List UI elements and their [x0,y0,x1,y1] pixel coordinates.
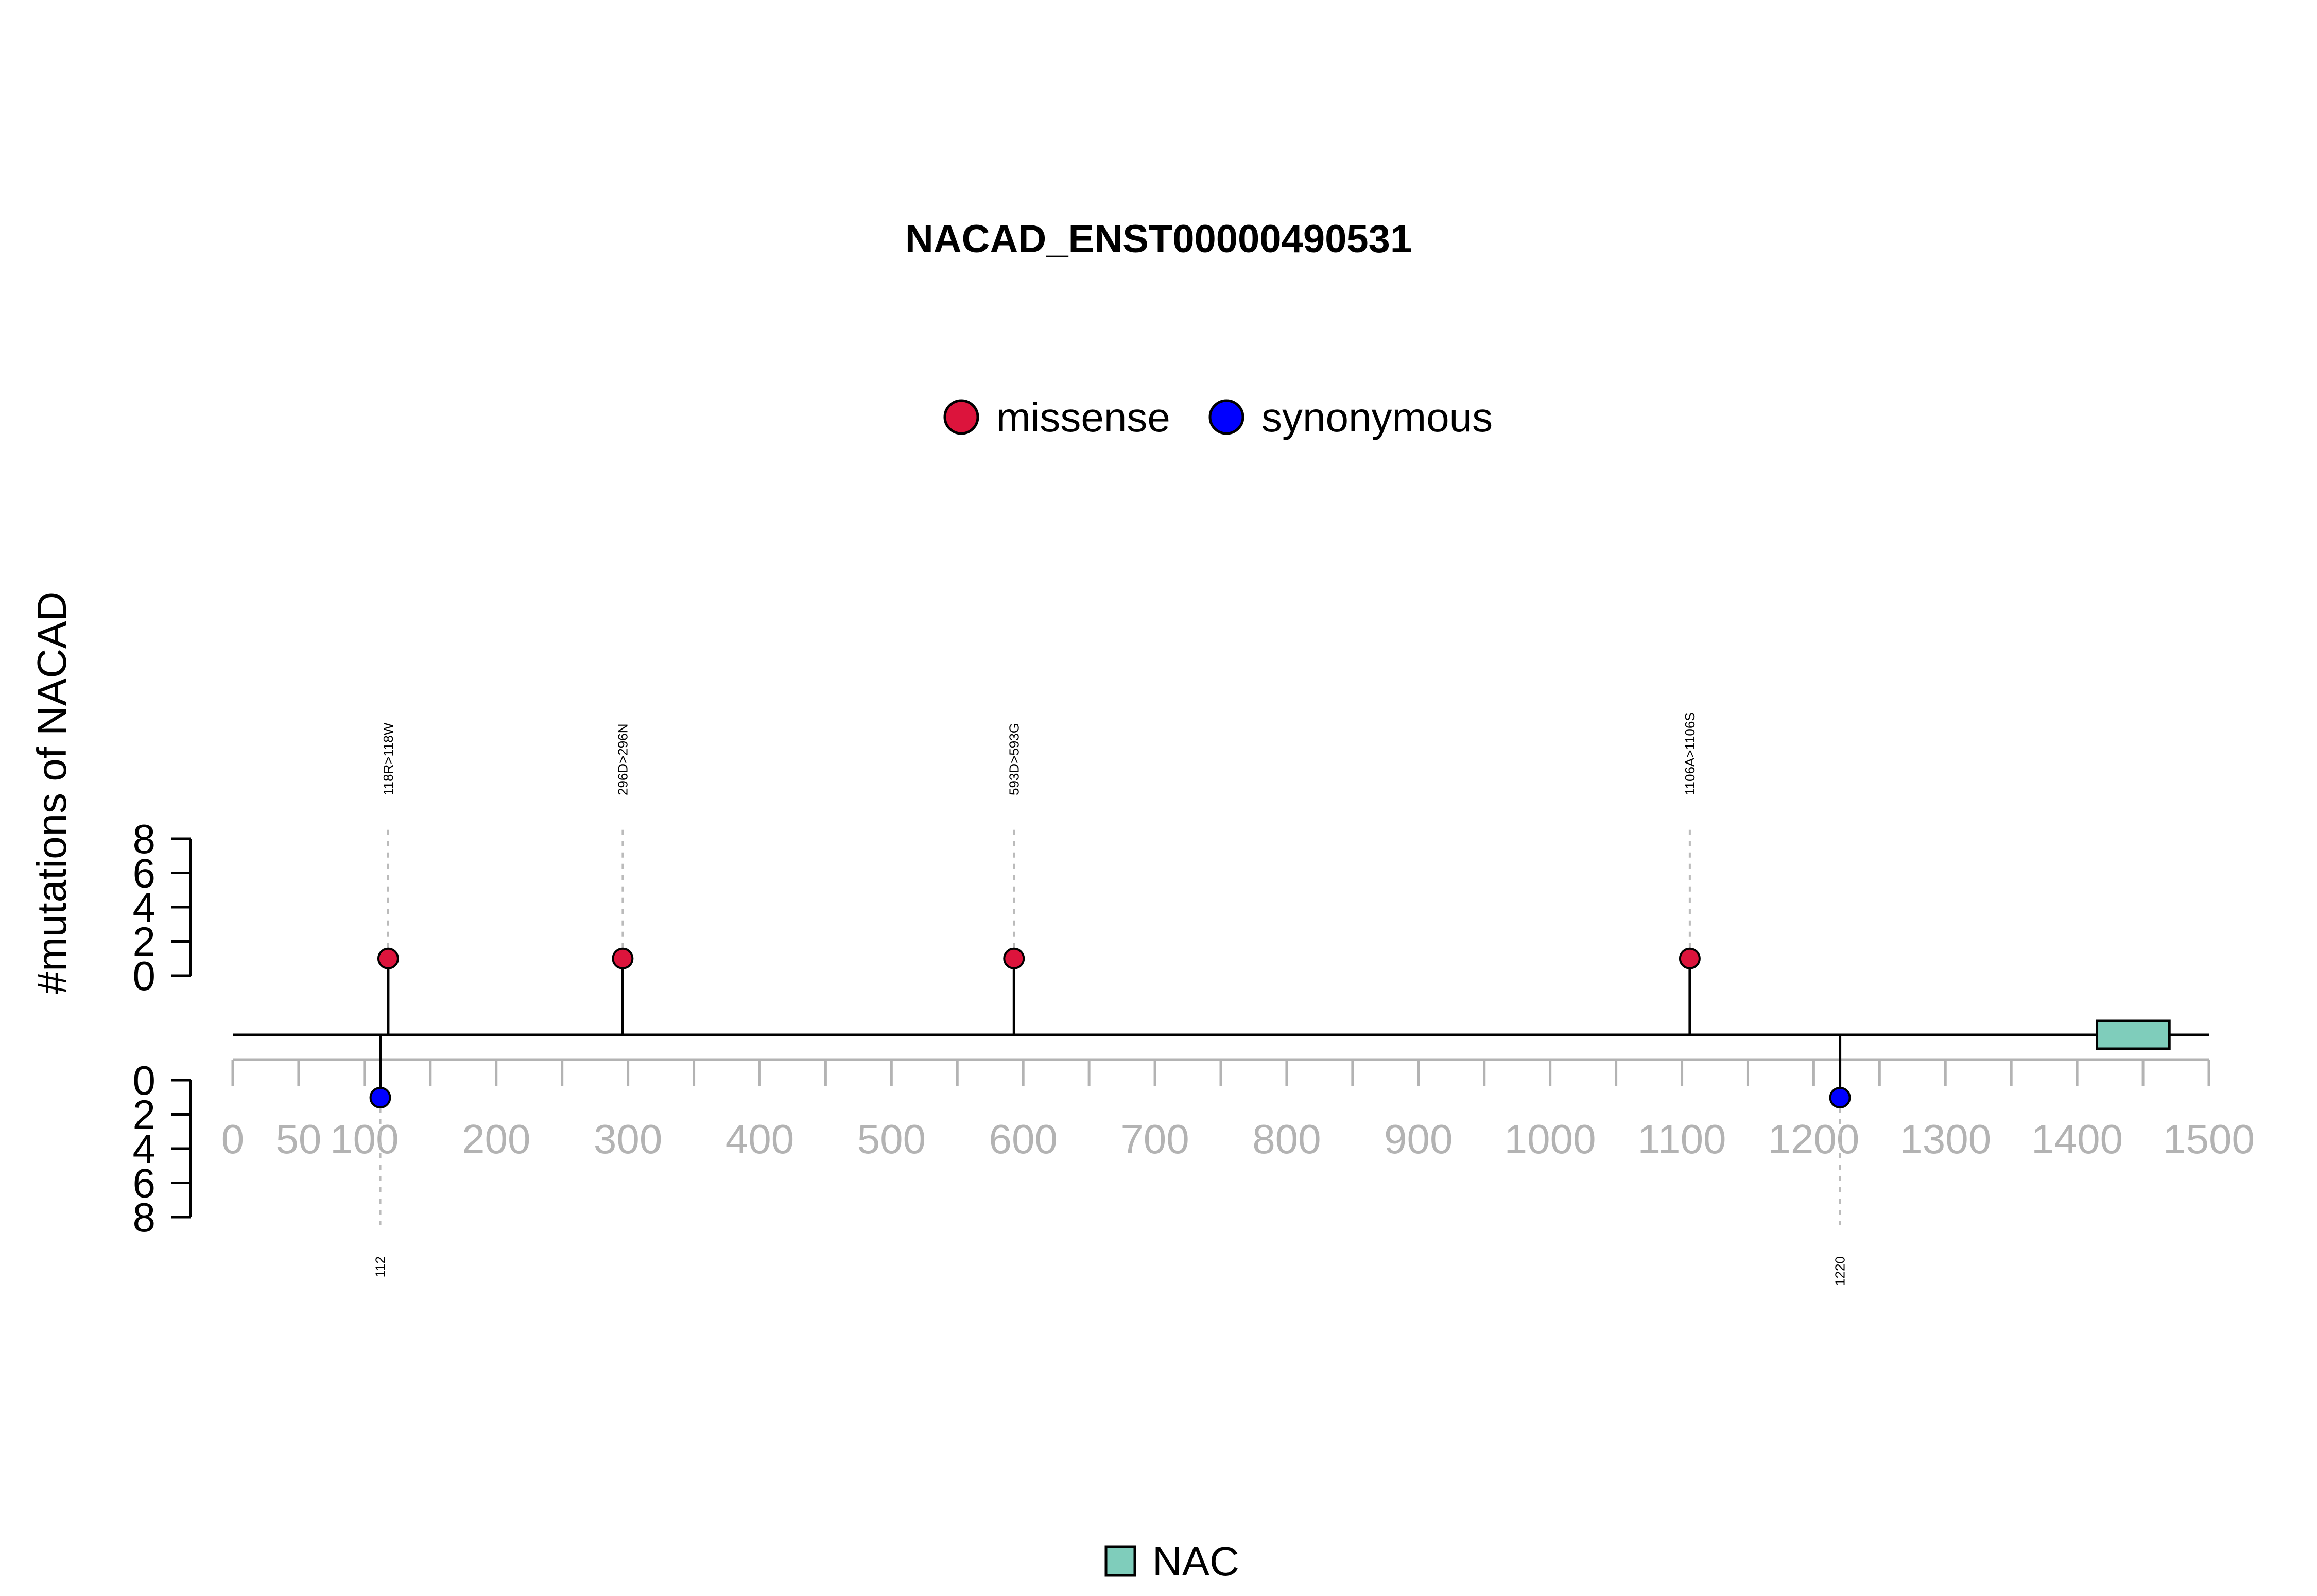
chart-title: NACAD_ENST00000490531 [905,217,1412,261]
mutation-label: 112 [373,1256,388,1277]
y-tick-label-top: 8 [133,816,156,862]
domain-legend: NAC [1104,1538,1239,1584]
x-tick-label: 1400 [2031,1116,2123,1162]
mutation-point [612,947,634,969]
y-tick-label-bottom: 6 [133,1160,156,1206]
x-tick-label: 1000 [1505,1116,1596,1162]
x-tick-label: 300 [594,1116,662,1162]
mutation-label: 1220 [1832,1256,1848,1286]
mutation-point [369,1087,391,1108]
mutation-label: 1106A>1106S [1682,712,1698,795]
x-tick-label: 600 [989,1116,1057,1162]
mutation-top: 593D>593G [1003,723,1025,1035]
x-tick-label: 1300 [1899,1116,1991,1162]
x-tick-label: 1200 [1768,1116,1859,1162]
x-tick-label: 1100 [1638,1116,1726,1162]
mutation-label: 593D>593G [1006,723,1022,795]
mutation-point [1679,947,1701,969]
y-tick-label-top: 6 [133,851,156,896]
mutation-bottom: 112 [369,1035,391,1277]
x-axis: 0 50 100 200 300 400 500 600 700 800 900 1000 1100 12… [221,1058,2255,1162]
mutation-label: 118R>118W [381,722,396,795]
x-tick-label: 100 [330,1116,399,1162]
mutation-top: 118R>118W [377,722,399,1035]
x-tick-label: 900 [1384,1116,1453,1162]
x-tick-label: 500 [857,1116,926,1162]
mutation-label: 296D>296N [615,724,630,796]
y-tick-label-top: 0 [133,953,156,999]
mutation-point [377,947,399,969]
y-axis-label: #mutations of NACAD [29,592,75,995]
legend-label-synonymous: synonymous [1261,394,1493,440]
mutation-point [1003,947,1025,969]
legend-label-missense: missense [996,394,1170,440]
mutation-top: 1106A>1106S [1679,712,1701,1035]
domain-legend-marker [1104,1545,1136,1577]
x-tick-label: 400 [725,1116,794,1162]
x-tick-label: 50 [275,1116,321,1162]
x-tick-label: 1500 [2163,1116,2255,1162]
x-tick-label: 800 [1252,1116,1321,1162]
x-tick-label: 0 [221,1116,245,1162]
x-tick-label: 700 [1120,1116,1189,1162]
y-tick-label-top: 4 [133,884,156,930]
mutation-lollipops: 118R>118W 296D>296N 593D>593G 1106A>1106S 11… [369,712,1851,1286]
domain-boxes [2096,1019,2171,1050]
mutation-top: 296D>296N [612,724,634,1035]
legend-marker-missense [943,399,979,435]
mutation-point [1829,1087,1851,1108]
y-tick-label-bottom: 0 [133,1057,156,1103]
x-tick-label: 200 [462,1116,530,1162]
y-tick-label-bottom: 8 [133,1194,156,1240]
mutation-bottom: 1220 [1829,1035,1851,1286]
mutation-legend: missense synonymous [943,394,1493,440]
domain-legend-label: NAC [1152,1538,1239,1584]
legend-marker-synonymous [1208,399,1244,435]
y-tick-label-top: 2 [133,919,156,965]
y-tick-label-bottom: 4 [133,1126,156,1172]
y-tick-label-bottom: 2 [133,1092,156,1138]
domain-box [2096,1019,2171,1050]
